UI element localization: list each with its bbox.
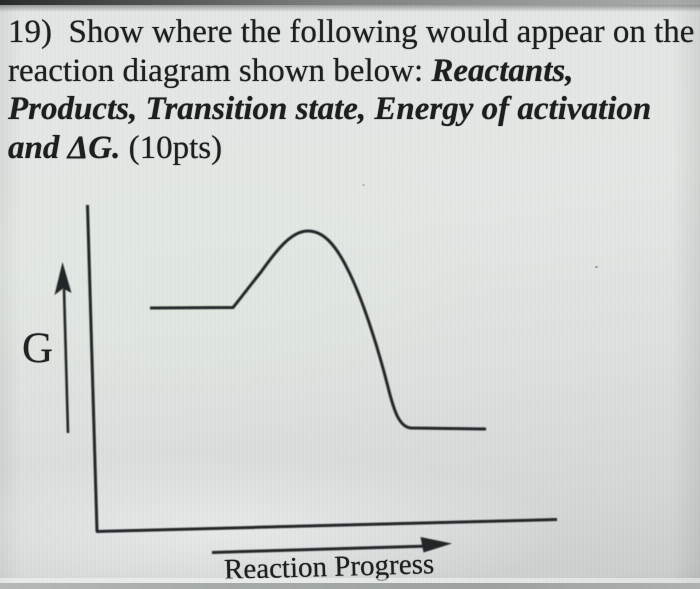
photo-bottom-highlight-strip [0, 578, 700, 583]
question-points-text: (10pts) [120, 129, 223, 166]
question-line-2-regular-text: reaction diagram shown below: [8, 52, 432, 89]
question-text-block: 19) Show where the following would appea… [8, 13, 700, 167]
photo-top-edge-shadow-fade [0, 5, 700, 12]
g-axis-arrowhead-icon [54, 262, 72, 295]
question-line-4: and ΔG. (10pts) [8, 129, 700, 168]
question-line-3-bold-italic-text: Products, Transition state, Energy of ac… [8, 91, 652, 127]
photo-top-edge-shadow [0, 0, 700, 5]
question-line-2: reaction diagram shown below: Reactants, [8, 52, 700, 91]
reaction-curve [149, 229, 487, 431]
reaction-progress-arrowhead-icon [420, 537, 452, 553]
question-line-3: Products, Transition state, Energy of ac… [8, 90, 700, 129]
photo-dust-speck [362, 184, 365, 186]
question-line-4-bold-italic-text: and ΔG. [8, 129, 121, 166]
x-axis-line [95, 518, 558, 533]
photo-bottom-edge-shadow [0, 583, 700, 589]
question-line-2-bold-italic-text: Reactants, [431, 52, 574, 89]
photo-dust-speck [595, 266, 598, 268]
question-line-1: 19) Show where the following would appea… [8, 13, 700, 52]
question-line-1-text: 19) Show where the following would appea… [8, 14, 695, 50]
y-axis-label: G [22, 325, 54, 372]
reaction-progress-arrow-line [211, 544, 431, 554]
g-axis-arrow-line [62, 288, 70, 434]
y-axis-line [86, 204, 99, 532]
